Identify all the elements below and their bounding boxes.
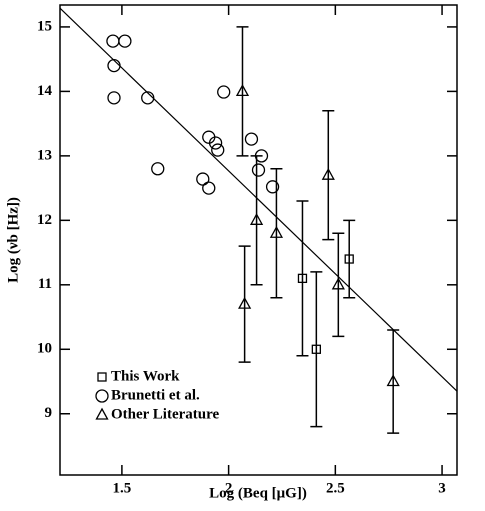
marker-triangle: [249, 212, 264, 225]
error-bar: [387, 329, 400, 434]
marker-triangle: [331, 277, 345, 290]
x-tick-label: 3: [438, 480, 446, 496]
fit-line: [59, 7, 458, 392]
marker-circle: [244, 132, 259, 146]
y-tick-label: 13: [37, 147, 52, 163]
error-bar: [322, 109, 335, 241]
marker-square: [297, 273, 308, 284]
marker-circle: [141, 91, 155, 105]
legend-label: Brunetti et al.: [111, 387, 200, 403]
legend-label: This Work: [111, 368, 180, 384]
y-tick-label: 9: [45, 405, 53, 421]
y-tick-label: 14: [37, 83, 53, 99]
marker-circle: [202, 181, 216, 195]
marker-triangle: [235, 84, 250, 97]
error-bar: [270, 168, 283, 299]
marker-triangle: [269, 225, 284, 238]
error-bar: [236, 26, 249, 157]
y-axis-label: Log (νb [Hz]): [5, 197, 21, 283]
marker-square: [344, 254, 354, 264]
y-tick-label: 10: [37, 341, 52, 357]
marker-circle: [151, 162, 165, 176]
marker-circle: [211, 143, 225, 157]
marker-circle: [107, 58, 121, 73]
marker-circle: [106, 34, 120, 48]
plot-frame: [59, 4, 458, 476]
legend-marker: [95, 407, 109, 420]
x-axis-label: Log (Beq [μG]): [209, 485, 307, 501]
legend-marker: [95, 389, 109, 403]
error-bar: [310, 271, 323, 428]
legend-label: Other Literature: [111, 406, 220, 422]
x-tick-label: 1.5: [113, 480, 132, 496]
marker-circle: [217, 85, 231, 99]
marker-circle: [265, 180, 280, 194]
marker-circle: [251, 163, 266, 177]
marker-circle: [107, 91, 121, 105]
error-bar: [238, 245, 251, 363]
marker-triangle: [238, 296, 252, 309]
marker-triangle: [321, 167, 335, 180]
y-tick-label: 12: [37, 212, 52, 228]
y-tick-label: 11: [38, 276, 52, 292]
marker-square: [311, 344, 321, 354]
y-tick-label: 15: [37, 18, 52, 34]
marker-circle: [196, 172, 210, 186]
error-bar: [296, 200, 309, 357]
error-bar: [343, 219, 356, 299]
legend-marker: [97, 372, 107, 382]
error-bar: [332, 232, 345, 338]
marker-circle: [208, 136, 223, 150]
x-tick-label: 2: [225, 480, 233, 496]
marker-circle: [118, 34, 132, 48]
x-tick-label: 2.5: [326, 480, 345, 496]
error-bar: [250, 155, 263, 286]
marker-triangle: [386, 374, 400, 387]
